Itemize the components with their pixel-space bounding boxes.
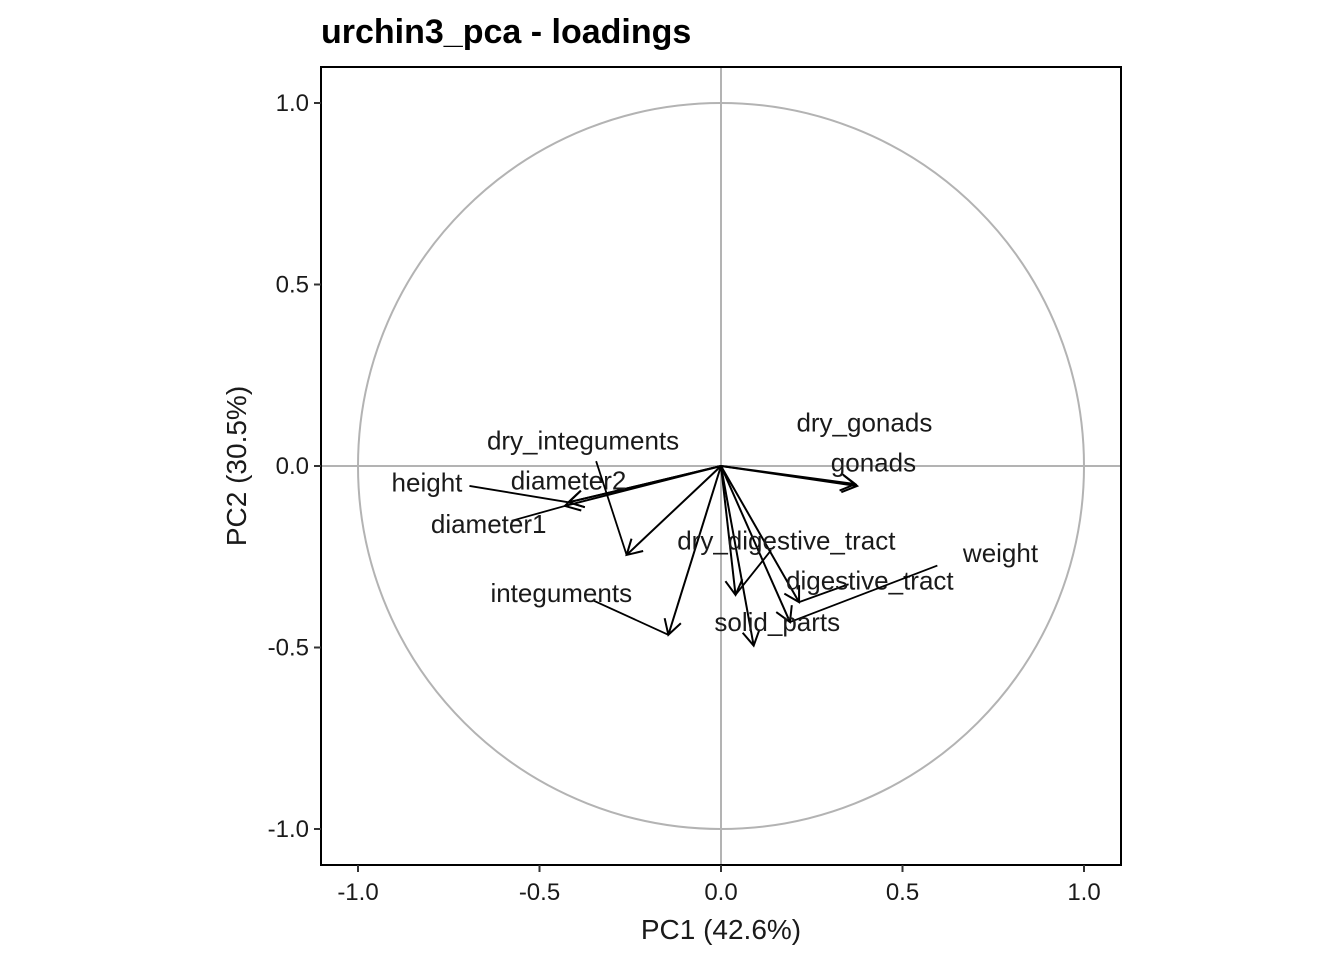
loading-arrow — [564, 465, 722, 507]
variable-label-dry-digestive-tract: dry_digestive_tract — [677, 525, 896, 555]
label-leader-line — [789, 564, 938, 623]
variable-label-dry-integuments: dry_integuments — [487, 426, 679, 456]
y-tick-label: -1.0 — [268, 816, 309, 843]
x-tick-label: -1.0 — [337, 879, 378, 906]
variable-label-dry-gonads: dry_gonads — [796, 407, 932, 437]
loading-arrow — [625, 465, 722, 556]
x-tick-label: -0.5 — [519, 879, 560, 906]
loading-arrow — [667, 465, 722, 636]
label-leader-line — [798, 583, 849, 603]
label-leader-line — [511, 505, 566, 522]
loading-arrow — [720, 465, 856, 486]
y-tick-label: 0.5 — [276, 272, 309, 299]
y-axis-title: PC2 (30.5%) — [221, 386, 252, 546]
loading-arrow — [720, 465, 791, 623]
y-tick-label: 1.0 — [276, 90, 309, 117]
x-tick-label: 0.0 — [704, 879, 737, 906]
variable-label-integuments: integuments — [490, 578, 632, 608]
x-axis-title: PC1 (42.6%) — [641, 914, 801, 945]
x-axis-ticks: -1.0 -0.5 0.0 0.5 1.0 — [337, 865, 1101, 906]
label-leader-line — [593, 599, 669, 636]
variable-label-weight: weight — [962, 538, 1039, 568]
loading-arrow — [720, 465, 755, 646]
variable-label-diameter2: diameter2 — [511, 466, 627, 496]
label-leader-line — [595, 460, 628, 556]
y-axis-ticks: -1.0 -0.5 0.0 0.5 1.0 — [268, 90, 321, 843]
x-tick-label: 1.0 — [1067, 879, 1100, 906]
variable-label-solid-parts: solid_parts — [714, 607, 840, 637]
variable-label-height: height — [392, 467, 464, 497]
loading-arrow — [720, 465, 800, 603]
variable-label-diameter1: diameter1 — [431, 509, 547, 539]
loading-arrowhead — [741, 629, 761, 648]
label-leader-line — [469, 485, 569, 504]
variable-labels: height diameter2 diameter1 dry_integumentsi… — [392, 407, 1039, 637]
y-tick-label: 0.0 — [276, 453, 309, 480]
y-tick-label: -0.5 — [268, 635, 309, 662]
loading-arrowhead — [839, 472, 858, 492]
chart-title: urchin3_pca - loadings — [321, 13, 691, 51]
label-leader-line — [734, 549, 772, 596]
loading-arrow — [720, 465, 737, 595]
variable-label-gonads: gonads — [831, 447, 916, 477]
x-tick-label: 0.5 — [886, 879, 919, 906]
